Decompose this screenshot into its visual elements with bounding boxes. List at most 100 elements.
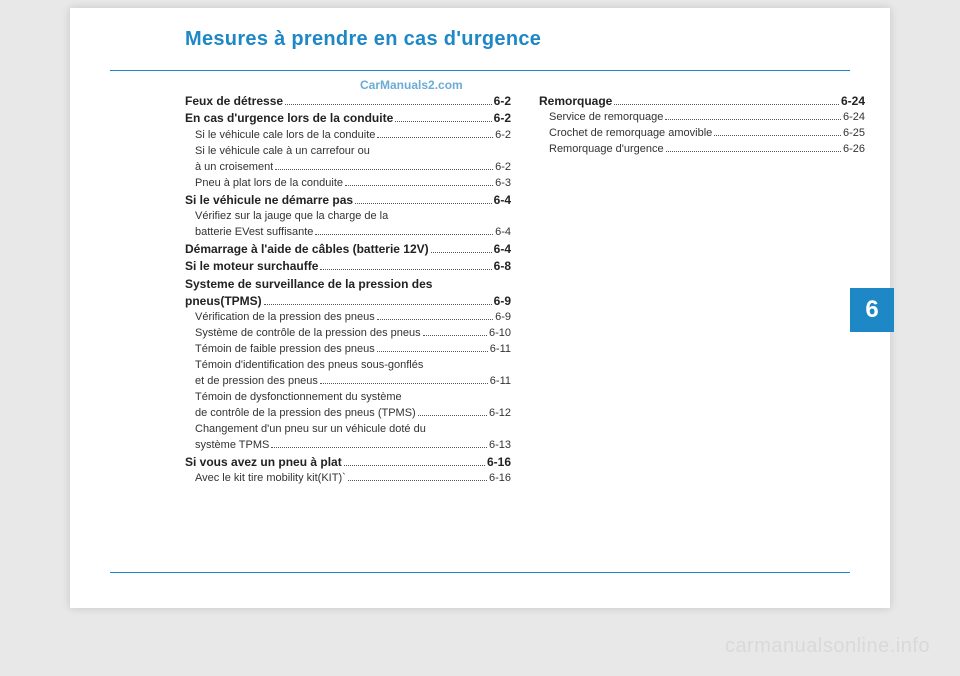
chapter-number: 6 <box>850 288 894 332</box>
toc-leader-dots <box>665 119 841 120</box>
toc-leader-dots <box>275 169 493 170</box>
toc-entry-sub: Témoin de faible pression des pneus 6-11 <box>185 342 511 358</box>
toc-leader-dots <box>344 465 485 466</box>
toc-line-continuation: Systeme de surveillance de la pression d… <box>185 276 511 293</box>
toc-entry-section: Remorquage 6-24 <box>539 93 865 110</box>
toc-entry-label: et de pression des pneus <box>195 374 318 390</box>
toc-entry-sub: Service de remorquage 6-24 <box>539 110 865 126</box>
toc-entry-label: Vérification de la pression des pneus <box>195 310 375 326</box>
toc-entry-label: Remorquage <box>539 93 612 110</box>
toc-leader-dots <box>714 135 841 136</box>
watermark-bottom: carmanualsonline.info <box>725 635 930 658</box>
toc-entry-page: 6-24 <box>841 93 865 110</box>
toc-entry-label: Si le véhicule ne démarre pas <box>185 192 353 209</box>
toc-entry-page: 6-12 <box>489 406 511 422</box>
toc-line-continuation: Témoin d'identification des pneus sous-g… <box>185 358 511 374</box>
toc-entry-label: de contrôle de la pression des pneus (TP… <box>195 406 416 422</box>
title-bar: Mesures à prendre en cas d'urgence <box>70 28 890 64</box>
toc-leader-dots <box>320 269 491 270</box>
toc-leader-dots <box>431 252 492 253</box>
toc-column-left: Feux de détresse6-2En cas d'urgence lors… <box>185 93 511 487</box>
toc-entry-page: 6-10 <box>489 326 511 342</box>
toc-entry-label: système TPMS <box>195 438 269 454</box>
toc-content: Feux de détresse6-2En cas d'urgence lors… <box>185 93 865 487</box>
toc-leader-dots <box>271 447 487 448</box>
toc-entry-section: Feux de détresse 6-2 <box>185 93 511 110</box>
watermark-top: CarManuals2.com <box>360 78 463 92</box>
toc-entry-page: 6-9 <box>494 293 511 310</box>
toc-entry-sub: de contrôle de la pression des pneus (TP… <box>185 406 511 422</box>
toc-entry-section: pneus(TPMS) 6-9 <box>185 293 511 310</box>
toc-leader-dots <box>315 234 493 235</box>
toc-entry-page: 6-25 <box>843 126 865 142</box>
toc-leader-dots <box>348 480 487 481</box>
toc-entry-page: 6-13 <box>489 438 511 454</box>
toc-entry-sub: Pneu à plat lors de la conduite 6-3 <box>185 176 511 192</box>
toc-leader-dots <box>395 121 491 122</box>
toc-entry-label: Avec le kit tire mobility kit(KIT)` <box>195 471 346 487</box>
page-title: Mesures à prendre en cas d'urgence <box>185 28 541 51</box>
toc-leader-dots <box>345 185 493 186</box>
toc-entry-label: batterie EVest suffisante <box>195 225 313 241</box>
toc-leader-dots <box>264 304 492 305</box>
toc-entry-page: 6-4 <box>494 241 511 258</box>
toc-entry-sub: Avec le kit tire mobility kit(KIT)` 6-16 <box>185 471 511 487</box>
toc-entry-label: Feux de détresse <box>185 93 283 110</box>
toc-entry-page: 6-11 <box>490 342 511 358</box>
toc-entry-label: Pneu à plat lors de la conduite <box>195 176 343 192</box>
toc-entry-page: 6-2 <box>495 128 511 144</box>
rule-top <box>110 70 850 71</box>
toc-entry-label: Démarrage à l'aide de câbles (batterie 1… <box>185 241 429 258</box>
toc-line-continuation: Vérifiez sur la jauge que la charge de l… <box>185 209 511 225</box>
toc-entry-label: à un croisement <box>195 160 273 176</box>
toc-entry-label: Si vous avez un pneu à plat <box>185 454 342 471</box>
toc-leader-dots <box>377 137 493 138</box>
toc-entry-section: Si vous avez un pneu à plat 6-16 <box>185 454 511 471</box>
toc-entry-label: Témoin de faible pression des pneus <box>195 342 375 358</box>
toc-entry-sub: Crochet de remorquage amovible 6-25 <box>539 126 865 142</box>
toc-leader-dots <box>614 104 839 105</box>
toc-entry-sub: système TPMS 6-13 <box>185 438 511 454</box>
toc-entry-label: Si le véhicule cale lors de la conduite <box>195 128 375 144</box>
toc-line-continuation: Changement d'un pneu sur un véhicule dot… <box>185 422 511 438</box>
toc-entry-sub: Si le véhicule cale lors de la conduite 6… <box>185 128 511 144</box>
toc-entry-label: Crochet de remorquage amovible <box>549 126 712 142</box>
toc-entry-sub: et de pression des pneus 6-11 <box>185 374 511 390</box>
toc-column-right: Remorquage6-24Service de remorquage6-24C… <box>539 93 865 487</box>
toc-leader-dots <box>418 415 487 416</box>
toc-entry-page: 6-24 <box>843 110 865 126</box>
toc-entry-page: 6-2 <box>494 93 511 110</box>
toc-entry-page: 6-11 <box>490 374 511 390</box>
toc-entry-label: Système de contrôle de la pression des p… <box>195 326 421 342</box>
toc-entry-sub: Remorquage d'urgence 6-26 <box>539 142 865 158</box>
toc-entry-page: 6-9 <box>495 310 511 326</box>
toc-entry-label: pneus(TPMS) <box>185 293 262 310</box>
toc-entry-page: 6-2 <box>494 110 511 127</box>
toc-leader-dots <box>355 203 492 204</box>
toc-entry-page: 6-2 <box>495 160 511 176</box>
toc-entry-section: Si le véhicule ne démarre pas 6-4 <box>185 192 511 209</box>
toc-entry-label: Service de remorquage <box>549 110 663 126</box>
toc-entry-page: 6-8 <box>494 258 511 275</box>
toc-entry-sub: à un croisement 6-2 <box>185 160 511 176</box>
toc-leader-dots <box>377 351 488 352</box>
toc-entry-sub: Système de contrôle de la pression des p… <box>185 326 511 342</box>
toc-entry-section: En cas d'urgence lors de la conduite 6-2 <box>185 110 511 127</box>
toc-leader-dots <box>377 319 493 320</box>
toc-entry-page: 6-16 <box>487 454 511 471</box>
toc-entry-sub: batterie EVest suffisante 6-4 <box>185 225 511 241</box>
toc-entry-page: 6-4 <box>495 225 511 241</box>
toc-entry-label: Remorquage d'urgence <box>549 142 664 158</box>
toc-entry-page: 6-3 <box>495 176 511 192</box>
toc-leader-dots <box>285 104 492 105</box>
toc-entry-section: Si le moteur surchauffe 6-8 <box>185 258 511 275</box>
toc-entry-sub: Vérification de la pression des pneus 6-9 <box>185 310 511 326</box>
toc-entry-page: 6-16 <box>489 471 511 487</box>
toc-entry-page: 6-4 <box>494 192 511 209</box>
toc-leader-dots <box>666 151 841 152</box>
toc-leader-dots <box>320 383 488 384</box>
toc-entry-page: 6-26 <box>843 142 865 158</box>
toc-entry-label: En cas d'urgence lors de la conduite <box>185 110 393 127</box>
toc-entry-label: Si le moteur surchauffe <box>185 258 318 275</box>
toc-line-continuation: Si le véhicule cale à un carrefour ou <box>185 144 511 160</box>
